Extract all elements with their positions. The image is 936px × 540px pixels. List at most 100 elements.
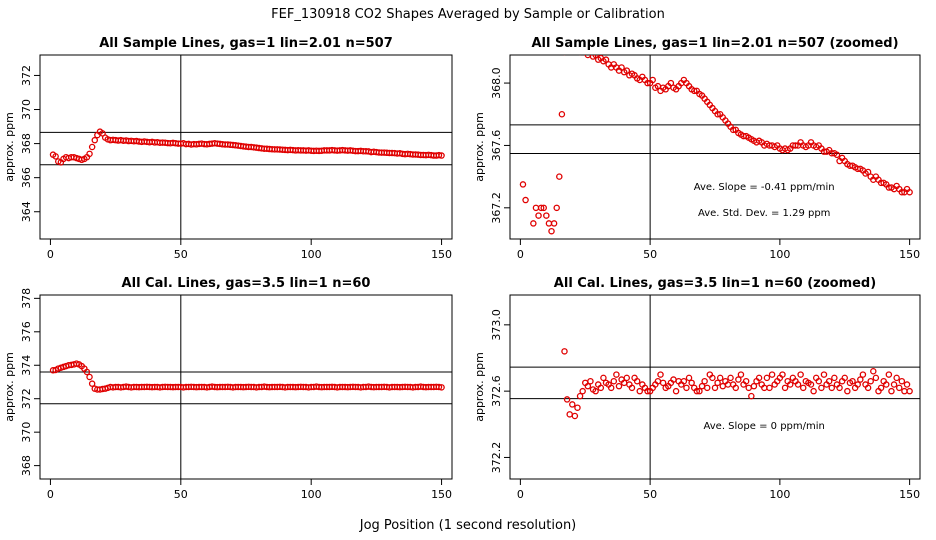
data-point [623, 67, 631, 74]
data-point [438, 384, 445, 391]
data-point [572, 26, 577, 31]
y-tick-label: 364 [20, 201, 33, 222]
data-point [732, 384, 740, 392]
y-tick-label: 366 [20, 167, 33, 188]
data-point [766, 384, 773, 392]
data-point [613, 371, 620, 378]
y-tick-label: 372.6 [490, 375, 503, 407]
data-point [91, 136, 99, 144]
data-point [781, 384, 789, 392]
y-tick-label: 370 [20, 422, 33, 443]
data-point [615, 382, 623, 390]
data-point [714, 379, 721, 387]
y-tick-label: 370 [20, 99, 33, 120]
y-tick-label: 368.0 [490, 67, 503, 99]
data-point [685, 374, 693, 382]
data-point [587, 377, 594, 385]
data-point [657, 371, 664, 378]
panel-2: All Sample Lines, gas=1 lin=2.01 n=507 (… [473, 26, 921, 261]
data-point [787, 381, 794, 388]
data-point [644, 387, 651, 395]
data-point [561, 348, 568, 355]
x-tick-label: 100 [769, 248, 790, 261]
data-point [672, 387, 680, 395]
data-point [888, 387, 895, 395]
annotation: Ave. Slope = 0 ppm/min [704, 421, 825, 432]
data-point [906, 387, 913, 395]
data-point [903, 381, 911, 388]
data-point [628, 384, 636, 392]
data-point [737, 371, 745, 378]
data-point [522, 196, 529, 204]
data-point [576, 392, 584, 400]
plot-frame [39, 54, 453, 240]
x-tick-label: 50 [174, 248, 188, 261]
data-point [667, 79, 675, 87]
panel-title: All Cal. Lines, gas=3.5 lin=1 n=60 (zoom… [554, 276, 876, 291]
data-point [815, 377, 823, 385]
panel-title: All Sample Lines, gas=1 lin=2.01 n=507 [99, 36, 393, 51]
data-point [571, 412, 579, 420]
data-point [748, 392, 755, 400]
data-point [690, 87, 698, 95]
x-tick-label: 50 [643, 248, 657, 261]
data-point [797, 371, 804, 378]
data-point [794, 381, 802, 388]
data-point [854, 381, 861, 388]
data-point [435, 151, 443, 159]
data-point [548, 227, 555, 235]
data-point [735, 376, 742, 383]
data-point [768, 371, 776, 378]
data-point [841, 374, 848, 382]
panel-3: All Cal. Lines, gas=3.5 lin=1 n=60 0 50 100… [3, 276, 453, 501]
data-point [792, 142, 799, 149]
plot-area [510, 26, 920, 239]
data-point [898, 188, 906, 196]
y-tick-label: 378 [20, 288, 33, 309]
data-point [52, 153, 59, 160]
data-point [558, 111, 566, 118]
data-point [810, 387, 817, 395]
data-point [906, 188, 913, 196]
data-point [644, 79, 651, 87]
data-point [537, 204, 545, 212]
plot-frame [509, 54, 921, 240]
data-point [859, 371, 867, 378]
y-tick-label: 374 [20, 355, 33, 376]
data-point [711, 384, 719, 392]
x-tick-label: 0 [517, 488, 524, 501]
data-point [540, 204, 547, 212]
data-point [807, 381, 815, 388]
y-axis-label: approx. ppm [3, 352, 16, 422]
x-tick-label: 150 [431, 488, 452, 501]
data-point [543, 212, 550, 219]
data-point [714, 111, 721, 118]
data-point [779, 371, 786, 378]
data-point [532, 204, 540, 212]
data-point [857, 376, 864, 383]
y-axis-label: approx. ppm [473, 112, 486, 182]
data-point [701, 377, 708, 385]
data-point [607, 384, 615, 392]
y-axis-label: approx. ppm [473, 352, 486, 422]
data-point [600, 374, 607, 382]
data-point [569, 401, 576, 408]
data-point [88, 380, 96, 387]
y-tick-label: 376 [20, 321, 33, 342]
data-point [633, 377, 641, 385]
data-point [584, 382, 592, 390]
data-point [844, 387, 851, 395]
data-point [602, 56, 610, 63]
data-point [849, 377, 856, 385]
data-point [435, 383, 443, 391]
data-point [818, 384, 825, 392]
plot-frame [39, 294, 453, 480]
plot-area [510, 295, 920, 479]
data-point [88, 143, 96, 151]
data-point [574, 404, 581, 411]
data-point [750, 382, 758, 390]
x-tick-label: 100 [301, 488, 322, 501]
data-point [799, 384, 807, 392]
data-point [885, 371, 893, 378]
data-point [864, 384, 872, 392]
